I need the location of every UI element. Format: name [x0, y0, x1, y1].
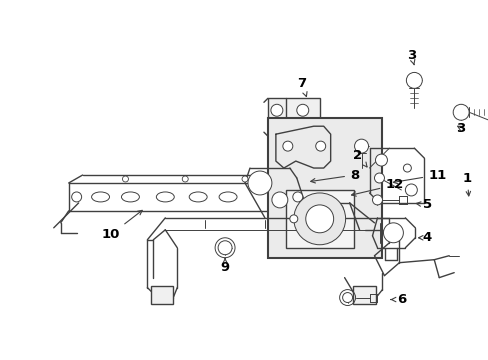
- Ellipse shape: [121, 192, 139, 202]
- Circle shape: [375, 154, 386, 166]
- Circle shape: [405, 184, 416, 196]
- Text: 7: 7: [297, 77, 306, 96]
- Circle shape: [182, 176, 188, 182]
- Circle shape: [270, 104, 282, 116]
- Text: 3: 3: [456, 122, 465, 135]
- Text: 9: 9: [220, 258, 229, 274]
- Circle shape: [292, 192, 302, 202]
- Bar: [285, 190, 353, 248]
- Text: 6: 6: [390, 293, 405, 306]
- Circle shape: [331, 204, 343, 216]
- Circle shape: [72, 192, 81, 202]
- Bar: [267, 98, 319, 136]
- Text: 2: 2: [352, 149, 366, 167]
- Circle shape: [383, 223, 403, 243]
- Circle shape: [354, 139, 368, 153]
- Bar: [267, 118, 382, 258]
- Circle shape: [122, 176, 128, 182]
- Circle shape: [282, 141, 292, 151]
- Ellipse shape: [91, 192, 109, 202]
- Text: 10: 10: [101, 210, 142, 241]
- Circle shape: [247, 171, 271, 195]
- Circle shape: [406, 72, 422, 88]
- Text: 3: 3: [406, 49, 415, 65]
- Circle shape: [271, 192, 287, 208]
- Circle shape: [403, 164, 410, 172]
- Text: 12: 12: [351, 179, 403, 196]
- Text: 8: 8: [310, 168, 359, 183]
- Circle shape: [305, 205, 333, 233]
- Bar: [352, 285, 376, 303]
- Text: 11: 11: [393, 168, 446, 184]
- Text: 1: 1: [462, 171, 471, 196]
- Circle shape: [452, 104, 468, 120]
- Circle shape: [342, 293, 352, 302]
- Bar: [151, 285, 173, 303]
- Circle shape: [372, 195, 382, 205]
- Ellipse shape: [156, 192, 174, 202]
- Circle shape: [289, 215, 297, 223]
- Text: 4: 4: [418, 231, 431, 244]
- Circle shape: [293, 193, 345, 245]
- Circle shape: [218, 241, 232, 255]
- Ellipse shape: [189, 192, 207, 202]
- Ellipse shape: [219, 192, 237, 202]
- Circle shape: [296, 104, 308, 116]
- Circle shape: [242, 176, 247, 182]
- Circle shape: [374, 173, 384, 183]
- Text: 5: 5: [415, 198, 431, 211]
- Circle shape: [315, 141, 325, 151]
